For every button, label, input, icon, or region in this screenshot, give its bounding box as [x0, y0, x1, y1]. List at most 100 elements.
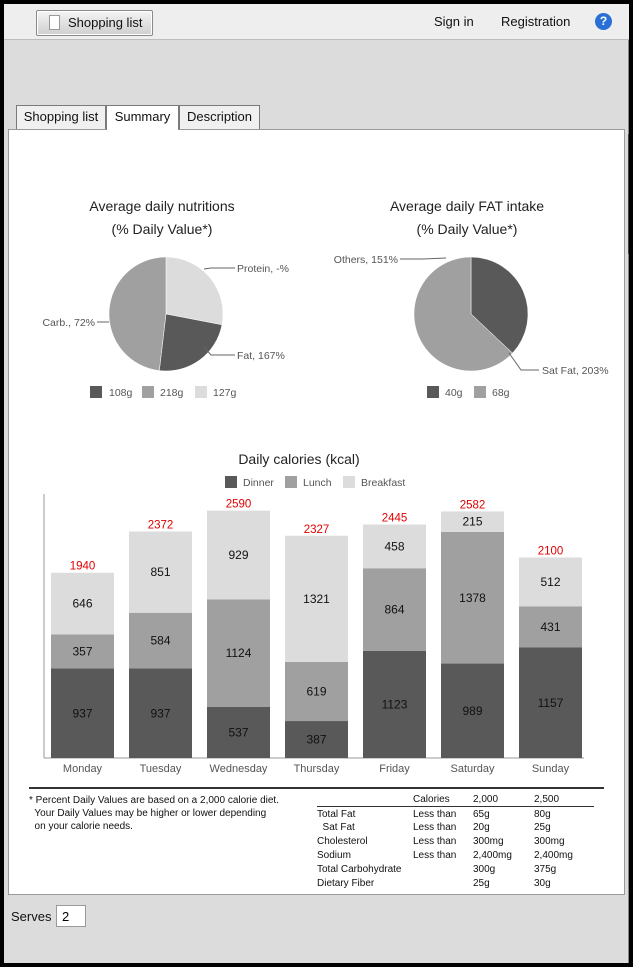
pie1-leader-protein [203, 267, 235, 270]
registration-link[interactable]: Registration [501, 14, 571, 29]
bar-breakfast-1 [129, 531, 192, 613]
table-cell: 25g [534, 822, 551, 834]
bar-dinner-1 [129, 668, 192, 758]
bar-value-label: 1123 [382, 697, 408, 711]
bar-value-label: 1321 [303, 592, 330, 606]
table-cell: Total Fat [317, 808, 356, 820]
app-window: Shopping list Sign in Registration ? Sho… [4, 4, 629, 963]
table-header-cell [317, 793, 413, 808]
scrollbar-track[interactable] [628, 40, 629, 963]
table-cell: 2,400mg [473, 850, 512, 861]
pie2-leader-others [400, 257, 447, 260]
pie1-legend-swatch-protein [195, 386, 207, 398]
table-row: Cholesterol Less than 300mg 300mg [317, 835, 594, 849]
bar-legend-lunch: Lunch [303, 477, 332, 489]
bar-marks: 937 357 646 1940 Monday 937 584 851 2372 Tuesday 5… [51, 499, 582, 775]
bar-total-label: 2590 [226, 499, 252, 511]
table-header-row: Calories 2,000 2,500 [317, 793, 594, 808]
table-row: Total Fat Less than 65g 80g [317, 807, 594, 821]
bar-value-label: 937 [150, 706, 170, 720]
scrollbar-thumb[interactable] [628, 134, 629, 254]
bar-lunch-6 [519, 606, 582, 648]
app-menu-button[interactable]: Shopping list [36, 10, 153, 36]
bar-value-label: 937 [72, 706, 92, 720]
pie1-label-carb: Carb., 72% [42, 317, 95, 329]
pie2-slices [413, 256, 529, 372]
bar-value-label: 619 [306, 684, 326, 698]
bar-dinner-2 [207, 706, 270, 758]
table-cell: 375g [534, 863, 557, 875]
pie1-label-protein: Protein, -% [237, 263, 289, 275]
table-row: Total Carbohydrate 300g 375g [317, 862, 594, 876]
pie2-leader-satfat [508, 352, 539, 371]
bar-value-label: 864 [384, 602, 404, 616]
table-cell: 300g [473, 863, 496, 875]
bar-category-label: Monday [63, 763, 103, 775]
footnote-line: * Percent Daily Values are based on a 2,… [29, 795, 279, 806]
bar-category-label: Saturday [450, 763, 495, 775]
bar-value-label: 929 [228, 548, 248, 562]
bar-dinner-6 [519, 647, 582, 758]
pie2-label-others: Others, 151% [334, 254, 398, 266]
table-cell: 300mg [534, 836, 565, 848]
bar-value-label: 357 [72, 644, 92, 658]
bar-breakfast-6 [519, 557, 582, 607]
bar-legend-swatch-dinner [225, 476, 237, 488]
pie1-legend-carb: 218g [160, 387, 184, 399]
bar-legend-breakfast: Breakfast [361, 477, 405, 489]
pie1-slice-0 [165, 256, 224, 326]
bar-value-label: 851 [150, 565, 170, 579]
tab-summary[interactable]: Summary [106, 105, 179, 130]
bar-value-label: 512 [540, 575, 560, 589]
pie2-slice-0 [470, 256, 529, 354]
bar-lunch-5 [441, 531, 504, 664]
bar-value-label: 431 [540, 620, 560, 634]
help-icon[interactable]: ? [595, 13, 612, 30]
pie2-slice-1 [413, 256, 513, 372]
pie1-subtitle: (% Daily Value*) [112, 221, 213, 237]
bar-breakfast-4 [363, 524, 426, 569]
bar-value-label: 215 [462, 515, 482, 529]
top-bar: Shopping list Sign in Registration ? [4, 4, 629, 40]
sign-in-link[interactable]: Sign in [434, 14, 474, 29]
table-cell: 300mg [473, 836, 504, 848]
pie2-subtitle: (% Daily Value*) [417, 221, 518, 237]
bar-value-label: 584 [150, 634, 170, 648]
bar-category-label: Thursday [294, 763, 340, 775]
bar-total-label: 2372 [148, 519, 174, 531]
table-row: Sat Fat Less than 20g 25g [317, 821, 594, 835]
table-cell [413, 876, 473, 890]
tab-shopping-list[interactable]: Shopping list [16, 105, 106, 129]
table-cell: Less than [413, 836, 457, 848]
bar-value-label: 1157 [538, 696, 564, 710]
table-cell: 25g [473, 877, 490, 889]
app-button-label: Shopping list [68, 15, 143, 30]
bar-value-label: 387 [306, 733, 326, 747]
summary-panel: Average daily nutritions (% Daily Value*… [8, 129, 625, 895]
table-cell: 30g [534, 877, 551, 889]
bar-total-label: 2445 [382, 513, 408, 525]
bar-breakfast-3 [285, 535, 348, 662]
footnote-line: on your calorie needs. [29, 821, 133, 832]
table-cell: 20g [473, 822, 490, 834]
serves-input[interactable] [56, 905, 86, 927]
bar-dinner-5 [441, 663, 504, 758]
pie2-label-satfat: Sat Fat, 203% [542, 365, 609, 377]
bar-dinner-4 [363, 650, 426, 758]
table-cell [413, 862, 473, 876]
bar-dinner-3 [285, 721, 348, 758]
bar-lunch-2 [207, 599, 270, 707]
table-header-cell: 2,500 [534, 793, 594, 808]
pie1-label-fat: Fat, 167% [237, 350, 285, 362]
bar-category-label: Tuesday [140, 763, 182, 775]
table-cell: Less than [413, 822, 457, 834]
bar-total-label: 2582 [460, 499, 486, 511]
charts-canvas: Average daily nutritions (% Daily Value*… [42, 198, 609, 775]
pie2-legend-swatch-satfat [427, 386, 439, 398]
table-cell: Cholesterol [317, 836, 368, 848]
table-header-cell: 2,000 [473, 793, 534, 808]
bar-value-label: 1378 [459, 591, 486, 605]
tab-description[interactable]: Description [179, 105, 260, 129]
pie1-legend-swatch-carb [142, 386, 154, 398]
pie1-legend-protein: 127g [213, 387, 237, 399]
